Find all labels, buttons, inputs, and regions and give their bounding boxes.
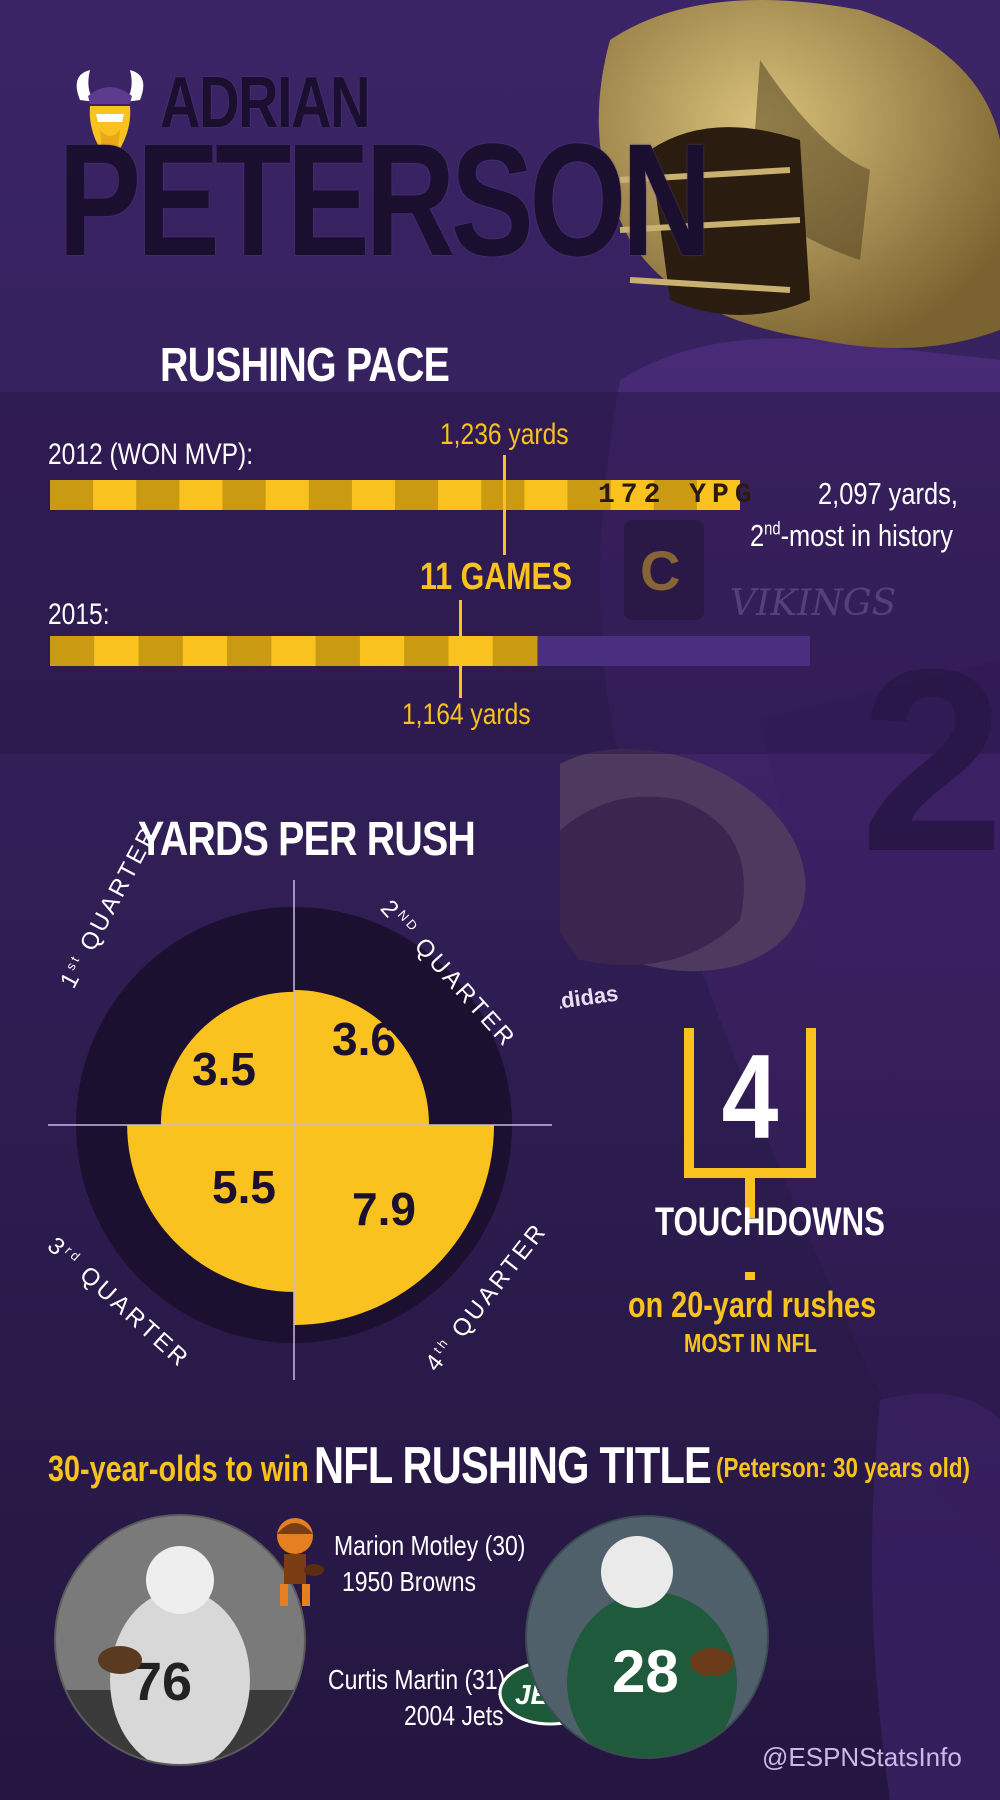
bar-2012-game-segment [50,480,94,510]
touchdowns-sub1: on 20-yard rushes [628,1284,877,1325]
bar-2012-game-segment [222,480,267,510]
rushing-title-lead: 30-year-olds to win [48,1448,309,1489]
browns-logo-icon [277,1518,324,1606]
bar-2012-game-segment [136,480,180,510]
bar-2012-game-segment [308,480,353,510]
callout-11-games: 11 GAMES [420,556,573,598]
quarter-2-value: 3.6 [332,1013,396,1065]
vikings-logo-icon [76,70,144,158]
player2-line2: 2004 Jets [404,1700,504,1731]
touchdowns-sub2: MOST IN NFL [684,1328,817,1358]
bar-2012-game-segment [696,480,740,510]
total-2012-rest: -most in history [780,518,953,553]
svg-text:76: 76 [132,1652,192,1712]
bar-2015-game-segment [138,636,184,666]
touchdowns-label: TOUCHDOWNS [655,1200,885,1244]
rushing-pace-title: RUSHING PACE [160,339,450,392]
quarter-3-value: 5.5 [212,1161,276,1213]
quarter-4-wedge [294,1125,494,1325]
motley-photo: 76 [54,1514,306,1766]
quarter-1-wedge [160,991,294,1125]
player-first-name: ADRIAN [160,63,371,143]
yards-per-rush-title: YARDS PER RUSH [138,813,476,866]
bar-2012-game-segment [524,480,568,510]
bar-2015-game-segment [182,636,228,666]
2015-marker-line [459,600,462,698]
touchdowns-count: 4 [721,1030,779,1164]
total-2012-ordinal-suffix: nd [764,518,781,539]
bar-2015-game-segment [271,636,317,666]
player-last-name: PETERSON [58,110,712,289]
bar-2012-game-segment [438,480,482,510]
bar-2012-game-segment [265,480,310,510]
bar-2012-game-segment [351,480,396,510]
bar-2012-game-segment [567,480,612,510]
callout-2012-yards: 1,236 yards [440,418,569,451]
quarter-3-wedge [127,1125,294,1292]
bar-2012-game-segment [179,480,223,510]
goalpost-icon [684,1028,816,1280]
bar-2012-game-segment [395,480,439,510]
bar-2012 [50,480,740,510]
total-2012-line2: 2nd-most in history [750,518,953,554]
bar-2015-game-segment [492,636,538,666]
martin-photo: 28 [525,1515,769,1759]
bar-2015-game-segment [227,636,272,666]
total-2012-line1: 2,097 yards, [818,476,958,511]
bar-2012-game-segment [610,480,655,510]
quarter-2-wedge [294,989,430,1125]
quarter-4-value: 7.9 [352,1183,416,1235]
bar-2015-game-segment [94,636,140,666]
ypg-label: 172 YPG [598,480,758,511]
row-2012-label: 2012 (WON MVP): [48,438,254,471]
bar-2015-game-segment [359,636,405,666]
player1-line1: Marion Motley (30) [334,1530,526,1561]
quarter-1-value: 3.5 [192,1043,256,1095]
bar-2015-game-segment [50,636,95,666]
bar-2015-game-segment [315,636,361,666]
callout-2015-yards: 1,164 yards [402,698,531,731]
rushing-title-main: NFL RUSHING TITLE [314,1437,712,1495]
yards-per-rush-chart: 3.5 3.6 5.5 7.9 [48,880,552,1380]
bar-2015 [50,636,810,666]
total-2012-ordinal: 2 [750,518,765,553]
credit: @ESPNStatsInfo [762,1742,962,1772]
bar-2015-game-segment [404,636,449,666]
bar-2015-game-segment [448,636,494,666]
bar-2012-game-segment [93,480,137,510]
games-marker-line [503,455,506,555]
player2-line1: Curtis Martin (31) [328,1664,506,1695]
row-2015-label: 2015: [48,598,110,631]
svg-text:28: 28 [612,1638,679,1705]
rushing-pace-band [0,392,1000,754]
rushing-title-note: (Peterson: 30 years old) [716,1452,970,1483]
bar-2012-game-segment [653,480,698,510]
player1-line2: 1950 Browns [342,1566,477,1597]
